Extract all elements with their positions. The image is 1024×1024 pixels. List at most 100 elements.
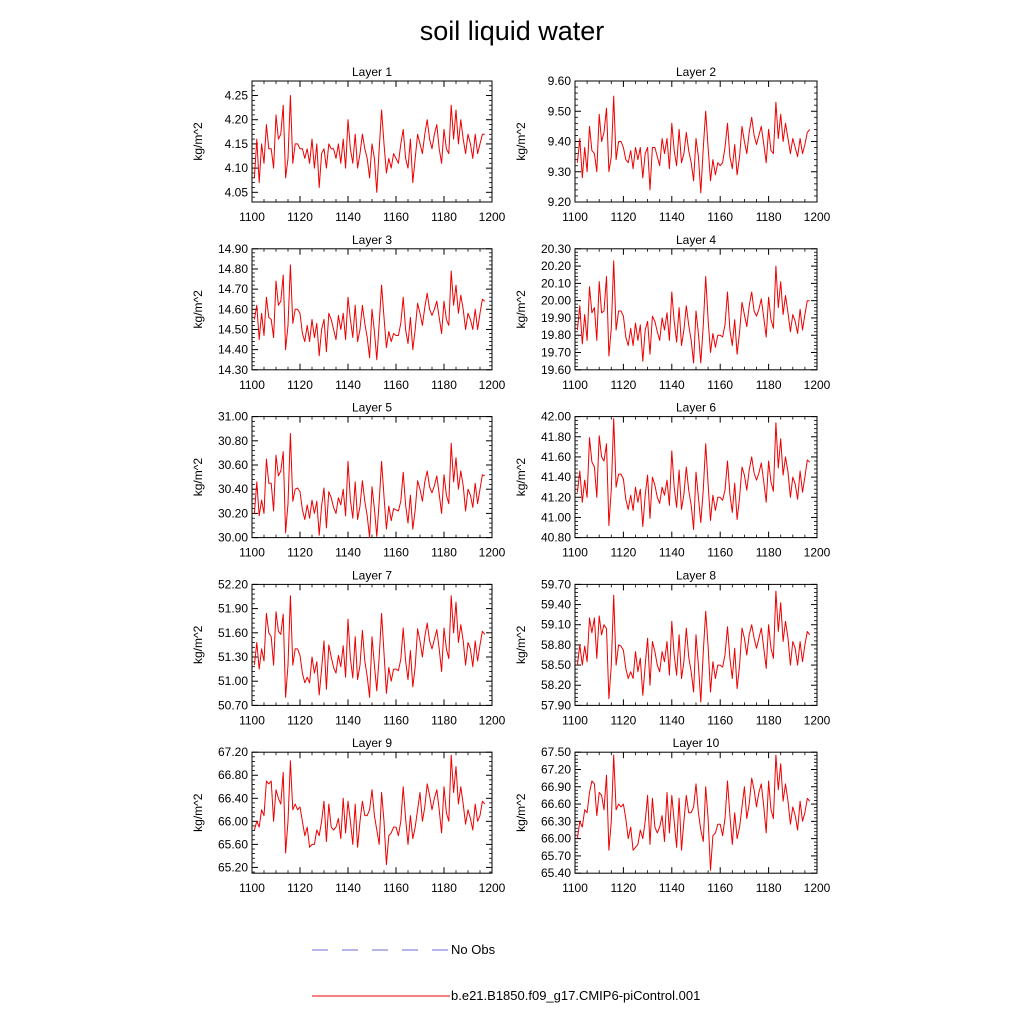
layer-4-xtick-label: 1160 — [707, 378, 733, 392]
layer-7-ylabel: kg/m^2 — [191, 625, 205, 664]
layer-8-ylabel: kg/m^2 — [514, 625, 528, 664]
layer-6-xtick-label: 1100 — [562, 546, 588, 560]
layer-8-ytick-label: 58.50 — [541, 658, 571, 672]
layer-8-xtick-label: 1100 — [562, 713, 588, 727]
layer-6-panel: Layer 6 1100 1120 1140 1160 1180 1200 40.80 41.0… — [514, 401, 831, 560]
layer-1-ylabel: kg/m^2 — [191, 122, 205, 161]
layer-2-series-line — [576, 95, 811, 194]
layer-2-ytick-label: 9.60 — [548, 74, 572, 88]
layer-2-title: Layer 2 — [676, 65, 716, 79]
layer-10-xtick-label: 1160 — [707, 881, 733, 895]
layer-1-series-line — [253, 95, 485, 193]
layer-10-xtick-label: 1140 — [659, 881, 685, 895]
layer-10-ytick-label: 65.70 — [541, 849, 571, 863]
layer-10-ytick-label: 65.40 — [541, 866, 571, 880]
layer-6-series-line — [576, 418, 811, 530]
layer-1-xtick-label: 1200 — [479, 210, 506, 224]
layer-3-xtick-label: 1100 — [239, 378, 265, 392]
layer-4-xtick-label: 1100 — [562, 378, 588, 392]
layer-10-xtick-label: 1100 — [562, 881, 588, 895]
layer-8-ytick-label: 58.80 — [541, 638, 571, 652]
layer-6-ytick-label: 41.40 — [541, 470, 571, 484]
layer-6-xtick-label: 1200 — [804, 546, 831, 560]
layer-3-series-line — [253, 264, 486, 361]
layer-9-xtick-label: 1140 — [335, 881, 361, 895]
layer-7-series-line — [253, 595, 486, 698]
layer-3-ytick-label: 14.70 — [218, 282, 248, 296]
layer-8-title: Layer 8 — [676, 568, 716, 582]
layer-4-panel: Layer 4 1100 1120 1140 1160 1180 1200 19.60 19.7… — [514, 233, 831, 392]
layer-4-xtick-label: 1200 — [804, 378, 831, 392]
layer-3-ytick-label: 14.30 — [218, 363, 248, 377]
layer-5-ytick-label: 30.20 — [218, 506, 248, 520]
layer-6-ytick-label: 41.20 — [541, 490, 571, 504]
layer-8-ytick-label: 59.70 — [541, 577, 571, 591]
layer-5-xtick-label: 1120 — [287, 546, 313, 560]
layer-4-ytick-label: 20.30 — [541, 242, 571, 256]
layer-6-ytick-label: 41.80 — [541, 430, 571, 444]
layer-3-ytick-label: 14.50 — [218, 322, 248, 336]
layer-10-ytick-label: 67.50 — [541, 745, 571, 759]
layer-4-ytick-label: 19.90 — [541, 311, 571, 325]
layer-1-title: Layer 1 — [352, 65, 392, 79]
layer-10-title: Layer 10 — [673, 736, 720, 750]
layer-10-ytick-label: 66.30 — [541, 814, 571, 828]
layer-1-ytick-label: 4.10 — [225, 161, 249, 175]
layer-2-xtick-label: 1100 — [562, 210, 588, 224]
layer-3-xtick-label: 1120 — [287, 378, 313, 392]
layer-2-ytick-label: 9.20 — [548, 195, 572, 209]
layer-6-xtick-label: 1180 — [756, 546, 782, 560]
layer-6-ytick-label: 41.60 — [541, 450, 571, 464]
layer-1-ytick-label: 4.25 — [225, 89, 249, 103]
layer-7-xtick-label: 1180 — [431, 713, 457, 727]
layer-9-xtick-label: 1160 — [383, 881, 409, 895]
layer-3-ylabel: kg/m^2 — [191, 290, 205, 329]
layer-9-xtick-label: 1180 — [431, 881, 457, 895]
panel-grid: Layer 1 1100 1120 1140 1160 1180 1200 4.05 4.10 4… — [191, 65, 831, 895]
layer-8-xtick-label: 1200 — [804, 713, 831, 727]
layer-7-xtick-label: 1140 — [335, 713, 361, 727]
layer-4-ytick-label: 20.20 — [541, 259, 571, 273]
layer-8-panel: Layer 8 1100 1120 1140 1160 1180 1200 57.90 58.2… — [514, 568, 831, 727]
layer-3-xtick-label: 1160 — [383, 378, 409, 392]
layer-2-ylabel: kg/m^2 — [514, 122, 528, 161]
layer-2-xtick-label: 1200 — [804, 210, 831, 224]
layer-9-ytick-label: 66.00 — [218, 814, 248, 828]
layer-8-xtick-label: 1160 — [707, 713, 733, 727]
layer-5-series-line — [253, 433, 486, 539]
layer-5-xtick-label: 1200 — [479, 546, 506, 560]
layer-3-ytick-label: 14.80 — [218, 262, 248, 276]
layer-5-xtick-label: 1160 — [383, 546, 409, 560]
layer-3-xtick-label: 1200 — [479, 378, 506, 392]
layer-4-ylabel: kg/m^2 — [514, 290, 528, 329]
layer-8-xtick-label: 1180 — [756, 713, 782, 727]
layer-5-xtick-label: 1100 — [239, 546, 265, 560]
layer-2-ytick-label: 9.50 — [548, 104, 572, 118]
layer-9-ytick-label: 65.20 — [218, 860, 248, 874]
legend-label-model-run: b.e21.B1850.f09_g17.CMIP6-piControl.001 — [451, 988, 700, 1003]
layer-9-ytick-label: 66.80 — [218, 768, 248, 782]
layer-4-title: Layer 4 — [676, 233, 716, 247]
layer-10-ytick-label: 66.60 — [541, 797, 571, 811]
layer-1-panel: Layer 1 1100 1120 1140 1160 1180 1200 4.05 4.10 4… — [191, 65, 506, 224]
layer-7-ytick-label: 51.00 — [218, 674, 248, 688]
layer-5-ytick-label: 31.00 — [218, 410, 248, 424]
layer-6-ytick-label: 40.80 — [541, 531, 571, 545]
layer-1-xtick-label: 1180 — [431, 210, 457, 224]
layer-3-xtick-label: 1180 — [431, 378, 457, 392]
layer-2-xtick-label: 1120 — [610, 210, 636, 224]
layer-7-xtick-label: 1200 — [479, 713, 506, 727]
layer-10-ytick-label: 66.00 — [541, 832, 571, 846]
layer-2-panel: Layer 2 1100 1120 1140 1160 1180 1200 9.20 9.30 9… — [514, 65, 831, 224]
layer-10-ylabel: kg/m^2 — [514, 793, 528, 832]
layer-8-ytick-label: 57.90 — [541, 698, 571, 712]
layer-9-xtick-label: 1120 — [287, 881, 313, 895]
layer-3-title: Layer 3 — [352, 233, 392, 247]
layer-3-panel: Layer 3 1100 1120 1140 1160 1180 1200 14.30 14.4… — [191, 233, 506, 392]
layer-9-series-line — [253, 754, 486, 866]
layer-7-xtick-label: 1100 — [239, 713, 265, 727]
layer-8-xtick-label: 1120 — [610, 713, 636, 727]
layer-7-xtick-label: 1120 — [287, 713, 313, 727]
layer-1-xtick-label: 1120 — [287, 210, 313, 224]
layer-1-xtick-label: 1140 — [335, 210, 361, 224]
